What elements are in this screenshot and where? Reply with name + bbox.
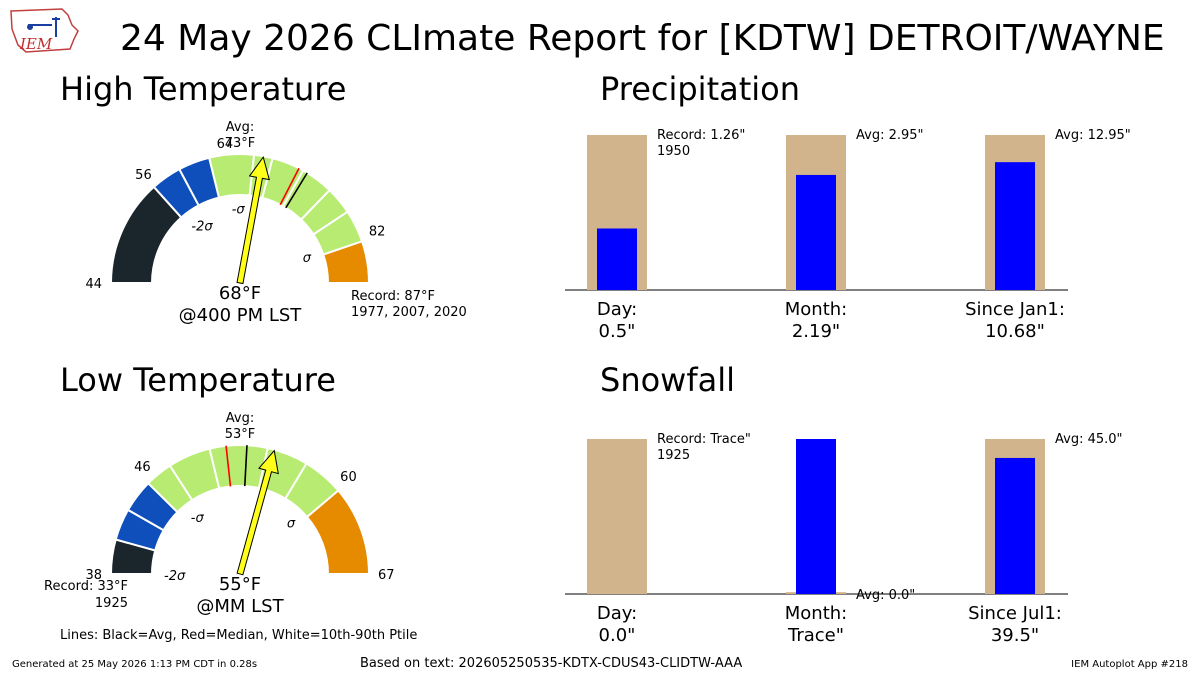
- average-label: Avg:: [226, 120, 254, 135]
- gauge-tick-label: 56: [135, 168, 152, 183]
- observed-temperature: 55°F: [219, 574, 261, 595]
- bar-annotation: Avg: 0.0": [856, 588, 915, 603]
- bar-category-label: Since Jul1:: [968, 603, 1062, 624]
- sigma-label: σ: [287, 517, 296, 532]
- gauge-tick-label: 46: [134, 460, 151, 475]
- bar-observed: [995, 162, 1035, 290]
- iem-logo-text: IEM: [19, 35, 53, 53]
- low-temperature-title: Low Temperature: [60, 361, 336, 399]
- observed-time: @MM LST: [196, 596, 284, 617]
- bar-annotation: Record: Trace": [657, 432, 751, 447]
- iowa-outline-icon: [10, 8, 79, 53]
- bar-annotation: 1950: [657, 144, 690, 159]
- bar-category-label: Since Jan1:: [965, 299, 1065, 320]
- bar-reference: [587, 439, 647, 594]
- precipitation-title: Precipitation: [600, 70, 801, 108]
- high-temperature-gauge: 44 56 64 82 -2σ -σ σ Avg:73°F 68°F@400 PM LST Rec…: [85, 120, 466, 326]
- bar-value-label: 10.68": [985, 321, 1045, 342]
- lines-legend-note: Lines: Black=Avg, Red=Median, White=10th…: [60, 628, 418, 643]
- average-value: 73°F: [225, 136, 256, 151]
- snowfall-title: Snowfall: [600, 361, 735, 399]
- gauge-band: [208, 444, 269, 490]
- gauge-tick-label: 64: [217, 137, 234, 152]
- bar-value-label: Trace": [787, 625, 844, 646]
- bar-value-label: 0.5": [599, 321, 636, 342]
- gauge-tick-label: 67: [378, 568, 395, 583]
- bar-value-label: 39.5": [991, 625, 1039, 646]
- record-years: 1925: [95, 596, 128, 611]
- precipitation-bar-chart: Record: 1.26"1950 Day:0.5" Avg: 2.95" Month…: [565, 128, 1131, 342]
- bar-value-label: 2.19": [792, 321, 840, 342]
- bar-observed: [597, 228, 637, 290]
- observed-needle: [236, 155, 270, 285]
- page-title: 24 May 2026 CLImate Report for [KDTW] DE…: [120, 18, 1165, 59]
- bar-category-label: Day:: [597, 299, 637, 320]
- gauge-tick-label: 60: [340, 470, 357, 485]
- sigma-label: -σ: [191, 511, 205, 526]
- snowfall-bar-chart: Record: Trace"1925 Day:0.0" Avg: 0.0" Month…: [565, 432, 1123, 646]
- sigma-label: -2σ: [191, 220, 213, 235]
- average-line: [285, 172, 308, 209]
- bar-category-label: Day:: [597, 603, 637, 624]
- record-label: Record: 87°F: [351, 289, 435, 304]
- generated-timestamp: Generated at 25 May 2026 1:13 PM CDT in …: [12, 659, 258, 670]
- observed-needle: [236, 449, 279, 576]
- sigma-label: σ: [303, 251, 312, 266]
- observed-time: @400 PM LST: [179, 305, 303, 326]
- bar-observed: [796, 174, 836, 290]
- bar-annotation: Avg: 2.95": [856, 128, 924, 143]
- iem-logo: IEM: [10, 8, 79, 53]
- bar-annotation: Avg: 45.0": [1055, 432, 1123, 447]
- bar-observed: [796, 439, 836, 594]
- bar-observed: [995, 457, 1035, 594]
- gauge-tick-label: 82: [369, 225, 386, 240]
- median-line: [279, 167, 300, 206]
- observed-temperature: 68°F: [219, 283, 261, 304]
- bar-category-label: Month:: [785, 299, 847, 320]
- bar-category-label: Month:: [785, 603, 847, 624]
- gauge-band: [322, 240, 371, 284]
- low-temperature-gauge: 38 46 60 67 -2σ -σ σ Avg:53°F 55°F@MM LST Record:…: [44, 411, 395, 617]
- record-years: 1977, 2007, 2020: [351, 305, 467, 320]
- sigma-label: -2σ: [164, 569, 186, 584]
- bar-value-label: 0.0": [599, 625, 636, 646]
- median-line: [225, 445, 232, 487]
- average-value: 53°F: [225, 427, 256, 442]
- sigma-label: -σ: [232, 202, 246, 217]
- bar-annotation: 1925: [657, 448, 690, 463]
- average-line: [243, 445, 248, 487]
- gauge-band: [305, 489, 371, 575]
- bar-annotation: Record: 1.26": [657, 128, 745, 143]
- gauge-tick-label: 38: [85, 568, 102, 583]
- high-temperature-title: High Temperature: [60, 70, 347, 108]
- gauge-tick-label: 44: [85, 277, 102, 292]
- source-text-note: Based on text: 202605250535-KDTX-CDUS43-…: [360, 656, 743, 671]
- record-label: Record: 33°F: [44, 579, 128, 594]
- average-label: Avg:: [226, 411, 254, 426]
- app-id-note: IEM Autoplot App #218: [1071, 659, 1188, 670]
- bar-annotation: Avg: 12.95": [1055, 128, 1131, 143]
